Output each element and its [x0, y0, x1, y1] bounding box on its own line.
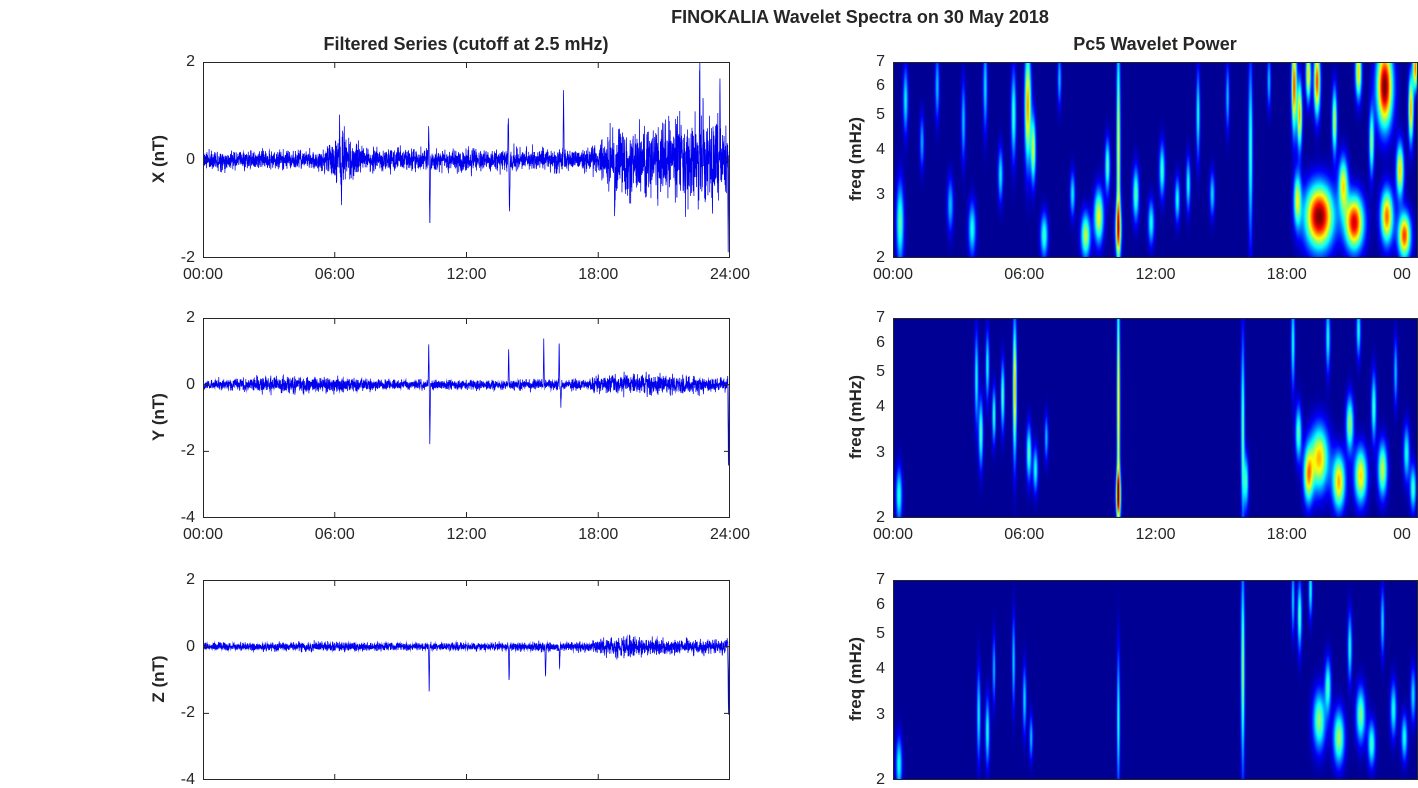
x-tick-label: 18:00 — [1266, 266, 1307, 283]
x-tick-label: 00:00 — [872, 526, 914, 543]
y-tick-label: -2 — [180, 704, 195, 722]
y-tick-label: 0 — [186, 637, 195, 655]
y-tick-label: 4 — [876, 140, 885, 158]
y-tick-label: 2 — [186, 571, 195, 588]
x-tick-label: 24:00 — [709, 526, 751, 543]
y-tick-label: 7 — [876, 309, 885, 326]
y-tick-label: 7 — [876, 571, 885, 588]
y-tick-label: -4 — [180, 509, 195, 526]
x-tick-label: 06:00 — [1004, 266, 1045, 283]
x-tick-label: 12:00 — [1135, 526, 1176, 543]
figure-title: FINOKALIA Wavelet Spectra on 30 May 2018 — [671, 7, 1049, 27]
y-tick-label: 5 — [876, 624, 885, 642]
x-tick-label: 06:00 — [314, 526, 355, 543]
x-tick-label: 18:00 — [578, 266, 619, 283]
z-filtered-series-canvas — [203, 580, 730, 780]
right-column-title: Pc5 Wavelet Power — [1073, 34, 1237, 54]
x-tick-label: 12:00 — [446, 526, 487, 543]
y-tick-label: 2 — [186, 53, 195, 70]
x-tick-label: 00:00 — [182, 526, 224, 543]
y-tick-label: 2 — [876, 771, 885, 788]
y-tick-label: 7 — [876, 53, 885, 70]
y-wavelet-power-panel — [893, 318, 1418, 518]
y-tick-label: -4 — [180, 771, 195, 788]
y-tick-label: 0 — [186, 151, 195, 168]
x-tick-label: 06:00 — [1004, 526, 1045, 543]
x-tick-label: 00:00 — [872, 266, 914, 283]
z-wavelet-power-canvas — [893, 580, 1418, 780]
x-tick-label: 00 — [1393, 266, 1411, 283]
y-tick-label: 3 — [876, 444, 885, 462]
x-tick-label: 12:00 — [1135, 266, 1176, 283]
y-filtered-series-ylabel: Y (nT) — [149, 393, 168, 441]
y-tick-label: -2 — [180, 249, 195, 266]
x-tick-label: 18:00 — [1266, 526, 1307, 543]
x-tick-label: 12:00 — [446, 266, 487, 283]
y-tick-label: 4 — [876, 660, 885, 678]
y-tick-label: 4 — [876, 398, 885, 416]
x-wavelet-power-panel — [893, 62, 1418, 258]
y-tick-label: 6 — [876, 595, 885, 613]
left-column-title: Filtered Series (cutoff at 2.5 mHz) — [323, 34, 609, 54]
y-tick-label: 3 — [876, 706, 885, 724]
x-tick-label: 18:00 — [578, 526, 619, 543]
x-tick-label: 00:00 — [182, 266, 224, 283]
y-tick-label: 2 — [186, 309, 195, 326]
y-tick-label: 5 — [876, 362, 885, 380]
y-filtered-series-panel — [203, 318, 730, 518]
y-tick-label: 2 — [876, 509, 885, 526]
x-tick-label: 06:00 — [314, 266, 355, 283]
x-wavelet-power-canvas — [893, 62, 1418, 258]
x-filtered-series-canvas — [203, 62, 730, 258]
y-tick-label: 6 — [876, 333, 885, 351]
y-tick-label: -2 — [180, 442, 195, 460]
x-filtered-series-panel — [203, 62, 730, 258]
z-filtered-series-ylabel: Z (nT) — [149, 655, 168, 703]
z-wavelet-power-panel — [893, 580, 1418, 780]
y-tick-label: 6 — [876, 77, 885, 95]
y-tick-label: 0 — [186, 375, 195, 393]
x-tick-label: 00 — [1393, 526, 1411, 543]
y-tick-label: 5 — [876, 105, 885, 123]
y-filtered-series-canvas — [203, 318, 730, 518]
x-tick-label: 24:00 — [709, 266, 751, 283]
y-wavelet-power-canvas — [893, 318, 1418, 518]
y-tick-label: 2 — [876, 249, 885, 266]
z-filtered-series-panel — [203, 580, 730, 780]
y-tick-label: 3 — [876, 185, 885, 203]
